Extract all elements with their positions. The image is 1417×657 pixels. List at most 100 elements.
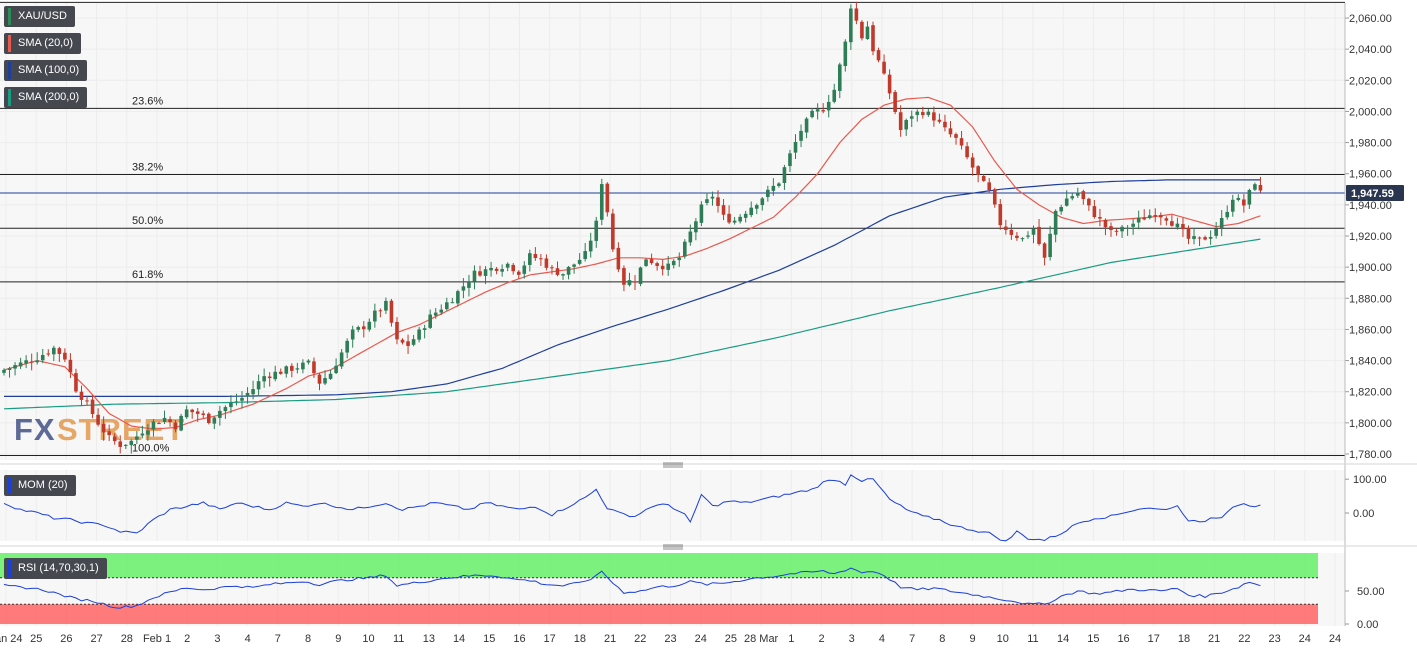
candle [467,274,471,297]
x-axis-tick-label: 28 [121,633,133,645]
x-axis-tick-label: 10 [362,633,374,645]
candle-body [190,409,194,413]
candle-body [295,368,300,370]
candle [705,192,709,206]
candle-body [572,264,576,267]
candle [655,261,659,271]
candle [1153,208,1158,223]
candle-body [245,392,250,397]
candle [810,107,814,119]
candle-body [129,440,134,446]
candle-body [1197,237,1202,239]
price-axis-tick-label: 1,980.00 [1349,138,1392,150]
candle-body [904,120,909,130]
candle [317,373,322,391]
candle [1159,212,1163,226]
candle-body [882,61,886,74]
candle [1175,217,1180,230]
candle [1031,225,1036,244]
candle [251,380,255,400]
candle [893,89,897,115]
legend-chip-rsi[interactable]: RSI (14,70,30,1) [4,558,107,579]
candle-body [256,381,261,390]
rsi-overbought-zone [0,553,1318,578]
x-axis-tick-label: 4 [245,633,251,645]
candle-body [262,376,266,382]
candle-body [788,153,792,167]
candle-body [915,111,920,115]
candle [206,412,211,425]
momentum-panel-resize-handle[interactable] [663,462,683,468]
x-axis-tick-label: 23 [664,633,676,645]
candle-body [57,348,62,354]
candle [1037,219,1041,246]
candle-body [981,176,986,181]
candle-body [1247,190,1252,205]
legend-label-sma200: SMA (200,0) [18,91,80,103]
rsi-panel-resize-handle[interactable] [663,544,683,550]
legend-chip-sma100[interactable]: SMA (100,0) [4,60,88,81]
candle [572,263,576,274]
candle-body [179,415,183,431]
legend-chip-sma200[interactable]: SMA (200,0) [4,87,88,108]
candle [1026,231,1030,239]
candle [378,308,383,318]
candle [1098,208,1102,227]
x-axis-tick-label: 14 [1057,633,1069,645]
legend-chip-xauusd[interactable]: XAU/USD [4,6,75,27]
candle [201,410,206,419]
candle-body [63,352,67,360]
x-axis-tick-label: 24 [1299,633,1311,645]
candle-body [577,259,582,264]
candle-body [683,241,687,257]
candle-body [876,50,881,61]
last-price-label: 1,947.59 [1351,188,1394,200]
candle [577,253,582,266]
x-axis-tick-label: Feb 1 [143,633,171,645]
candle-body [660,265,665,270]
candle-body [954,134,958,138]
candle [1064,190,1069,207]
candle [1164,216,1169,226]
candle-body [1087,198,1091,206]
x-axis-tick-label: 7 [909,633,915,645]
candle [788,149,792,172]
candle-body [826,101,831,111]
candle [478,265,482,277]
candle-body [893,92,897,112]
candle-body [649,259,654,264]
candle [218,405,222,426]
legend-chip-sma20[interactable]: SMA (20,0) [4,33,82,54]
candle-body [992,189,997,205]
candle [112,433,117,445]
x-axis-tick-label: 8 [939,633,945,645]
candle-body [948,128,953,135]
candle-body [1048,233,1052,258]
candle-body [267,376,272,379]
candle [1004,219,1008,235]
candle [301,359,305,374]
candle [555,261,560,277]
legend-swatch-xauusd [8,8,11,25]
candle-body [782,167,787,183]
candle-body [312,361,316,374]
candle-body [500,269,504,272]
fib-level-label: 38.2% [132,161,163,173]
candle-body [871,25,875,52]
candle [146,424,150,441]
candle-body [1253,184,1257,190]
x-axis-tick-label: 24 [1329,633,1341,645]
x-axis-tick-label: 13 [423,633,435,645]
candle-body [987,182,992,191]
candle-body [406,341,410,346]
candle-body [157,423,161,425]
legend-chip-momentum[interactable]: MOM (20) [4,475,76,496]
candle [1109,222,1113,237]
candle [345,338,349,359]
candle-body [544,258,549,268]
candle-body [616,247,621,270]
x-axis-tick-label: 21 [604,633,616,645]
x-axis-tick-label: 25 [725,633,737,645]
candle-body [766,189,770,197]
